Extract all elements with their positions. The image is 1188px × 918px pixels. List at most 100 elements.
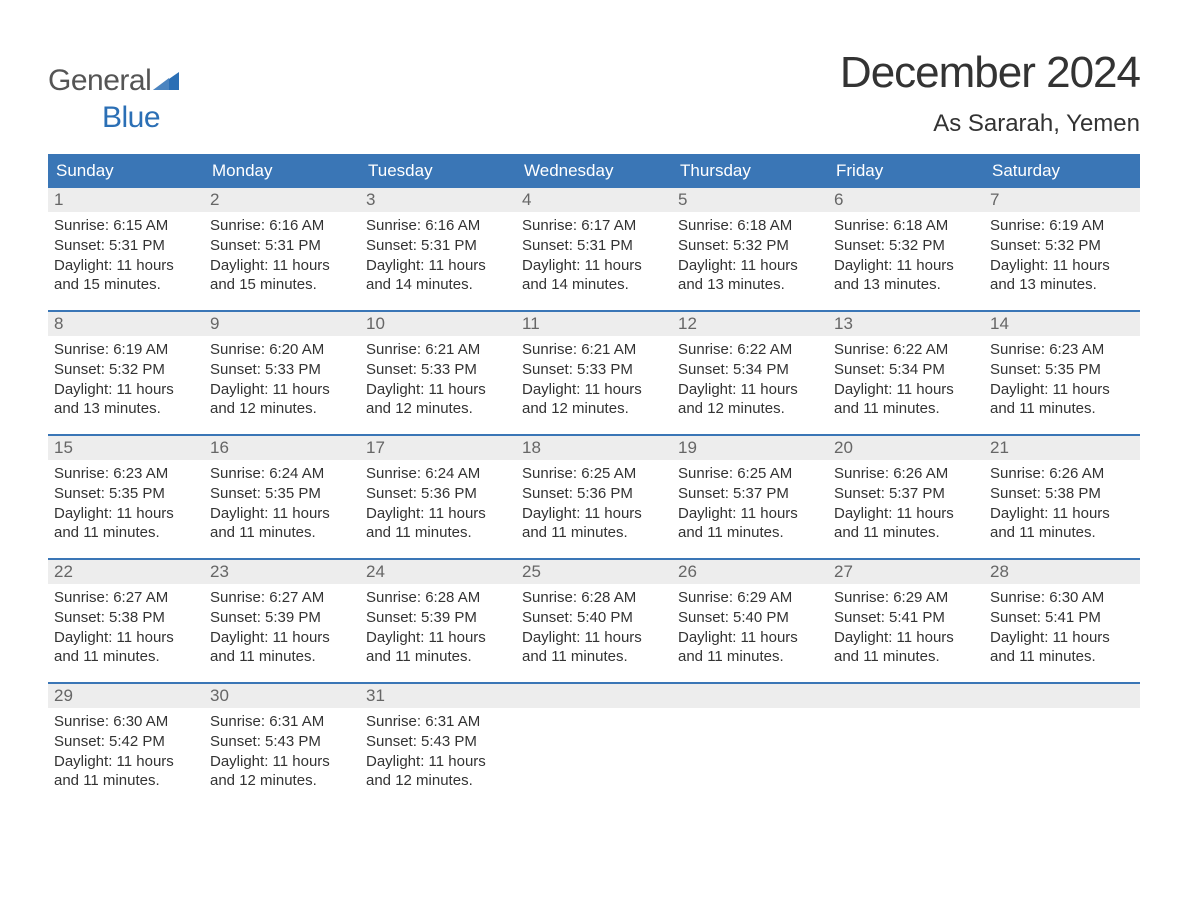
day-cell: 2Sunrise: 6:16 AMSunset: 5:31 PMDaylight… — [204, 188, 360, 310]
day-number: 26 — [672, 560, 828, 584]
day-number: 9 — [204, 312, 360, 336]
day-cell — [516, 684, 672, 806]
day-number-empty — [516, 684, 672, 708]
logo-text-blue: Blue — [48, 101, 160, 134]
title-block: December 2024 As Sararah, Yemen — [840, 48, 1140, 138]
day-body: Sunrise: 6:24 AMSunset: 5:36 PMDaylight:… — [360, 460, 516, 551]
day-body: Sunrise: 6:22 AMSunset: 5:34 PMDaylight:… — [672, 336, 828, 427]
day-number: 24 — [360, 560, 516, 584]
day-body: Sunrise: 6:19 AMSunset: 5:32 PMDaylight:… — [48, 336, 204, 427]
day-cell: 22Sunrise: 6:27 AMSunset: 5:38 PMDayligh… — [48, 560, 204, 682]
day-number: 10 — [360, 312, 516, 336]
day-number: 11 — [516, 312, 672, 336]
day-cell: 5Sunrise: 6:18 AMSunset: 5:32 PMDaylight… — [672, 188, 828, 310]
day-cell: 25Sunrise: 6:28 AMSunset: 5:40 PMDayligh… — [516, 560, 672, 682]
day-number: 15 — [48, 436, 204, 460]
header: General Blue December 2024 As Sararah, Y… — [48, 48, 1140, 138]
day-number: 5 — [672, 188, 828, 212]
day-body: Sunrise: 6:30 AMSunset: 5:41 PMDaylight:… — [984, 584, 1140, 675]
day-number: 12 — [672, 312, 828, 336]
day-of-week-header: SundayMondayTuesdayWednesdayThursdayFrid… — [48, 154, 1140, 188]
day-cell: 3Sunrise: 6:16 AMSunset: 5:31 PMDaylight… — [360, 188, 516, 310]
day-cell: 23Sunrise: 6:27 AMSunset: 5:39 PMDayligh… — [204, 560, 360, 682]
day-number: 21 — [984, 436, 1140, 460]
day-body: Sunrise: 6:18 AMSunset: 5:32 PMDaylight:… — [828, 212, 984, 303]
week-row: 22Sunrise: 6:27 AMSunset: 5:38 PMDayligh… — [48, 558, 1140, 682]
day-number: 20 — [828, 436, 984, 460]
day-body: Sunrise: 6:17 AMSunset: 5:31 PMDaylight:… — [516, 212, 672, 303]
calendar: SundayMondayTuesdayWednesdayThursdayFrid… — [48, 154, 1140, 806]
day-body: Sunrise: 6:27 AMSunset: 5:38 PMDaylight:… — [48, 584, 204, 675]
day-body: Sunrise: 6:22 AMSunset: 5:34 PMDaylight:… — [828, 336, 984, 427]
day-cell — [828, 684, 984, 806]
day-body: Sunrise: 6:28 AMSunset: 5:40 PMDaylight:… — [516, 584, 672, 675]
day-cell: 20Sunrise: 6:26 AMSunset: 5:37 PMDayligh… — [828, 436, 984, 558]
day-cell — [672, 684, 828, 806]
day-number-empty — [984, 684, 1140, 708]
day-number: 13 — [828, 312, 984, 336]
day-cell: 15Sunrise: 6:23 AMSunset: 5:35 PMDayligh… — [48, 436, 204, 558]
day-body: Sunrise: 6:30 AMSunset: 5:42 PMDaylight:… — [48, 708, 204, 799]
day-cell: 28Sunrise: 6:30 AMSunset: 5:41 PMDayligh… — [984, 560, 1140, 682]
day-cell: 12Sunrise: 6:22 AMSunset: 5:34 PMDayligh… — [672, 312, 828, 434]
day-number: 25 — [516, 560, 672, 584]
day-cell: 17Sunrise: 6:24 AMSunset: 5:36 PMDayligh… — [360, 436, 516, 558]
day-cell: 11Sunrise: 6:21 AMSunset: 5:33 PMDayligh… — [516, 312, 672, 434]
day-number: 7 — [984, 188, 1140, 212]
day-number: 23 — [204, 560, 360, 584]
day-cell: 21Sunrise: 6:26 AMSunset: 5:38 PMDayligh… — [984, 436, 1140, 558]
day-body: Sunrise: 6:29 AMSunset: 5:40 PMDaylight:… — [672, 584, 828, 675]
day-body: Sunrise: 6:24 AMSunset: 5:35 PMDaylight:… — [204, 460, 360, 551]
day-body: Sunrise: 6:28 AMSunset: 5:39 PMDaylight:… — [360, 584, 516, 675]
day-body: Sunrise: 6:16 AMSunset: 5:31 PMDaylight:… — [204, 212, 360, 303]
day-number: 8 — [48, 312, 204, 336]
day-number-empty — [828, 684, 984, 708]
day-number: 6 — [828, 188, 984, 212]
day-cell: 8Sunrise: 6:19 AMSunset: 5:32 PMDaylight… — [48, 312, 204, 434]
logo-sail-icon — [153, 72, 179, 95]
day-body: Sunrise: 6:26 AMSunset: 5:37 PMDaylight:… — [828, 460, 984, 551]
day-body: Sunrise: 6:16 AMSunset: 5:31 PMDaylight:… — [360, 212, 516, 303]
day-cell: 29Sunrise: 6:30 AMSunset: 5:42 PMDayligh… — [48, 684, 204, 806]
day-body: Sunrise: 6:31 AMSunset: 5:43 PMDaylight:… — [204, 708, 360, 799]
dow-cell: Tuesday — [360, 154, 516, 188]
location: As Sararah, Yemen — [840, 110, 1140, 138]
day-cell: 7Sunrise: 6:19 AMSunset: 5:32 PMDaylight… — [984, 188, 1140, 310]
week-row: 1Sunrise: 6:15 AMSunset: 5:31 PMDaylight… — [48, 188, 1140, 310]
day-cell: 30Sunrise: 6:31 AMSunset: 5:43 PMDayligh… — [204, 684, 360, 806]
day-number: 18 — [516, 436, 672, 460]
day-number-empty — [672, 684, 828, 708]
day-body: Sunrise: 6:19 AMSunset: 5:32 PMDaylight:… — [984, 212, 1140, 303]
day-cell: 16Sunrise: 6:24 AMSunset: 5:35 PMDayligh… — [204, 436, 360, 558]
dow-cell: Sunday — [48, 154, 204, 188]
day-number: 17 — [360, 436, 516, 460]
month-title: December 2024 — [840, 48, 1140, 98]
day-body: Sunrise: 6:26 AMSunset: 5:38 PMDaylight:… — [984, 460, 1140, 551]
day-cell: 31Sunrise: 6:31 AMSunset: 5:43 PMDayligh… — [360, 684, 516, 806]
day-cell: 9Sunrise: 6:20 AMSunset: 5:33 PMDaylight… — [204, 312, 360, 434]
day-body: Sunrise: 6:25 AMSunset: 5:37 PMDaylight:… — [672, 460, 828, 551]
day-body: Sunrise: 6:21 AMSunset: 5:33 PMDaylight:… — [516, 336, 672, 427]
day-cell: 24Sunrise: 6:28 AMSunset: 5:39 PMDayligh… — [360, 560, 516, 682]
week-row: 15Sunrise: 6:23 AMSunset: 5:35 PMDayligh… — [48, 434, 1140, 558]
day-cell: 4Sunrise: 6:17 AMSunset: 5:31 PMDaylight… — [516, 188, 672, 310]
day-number: 1 — [48, 188, 204, 212]
week-row: 29Sunrise: 6:30 AMSunset: 5:42 PMDayligh… — [48, 682, 1140, 806]
day-body: Sunrise: 6:23 AMSunset: 5:35 PMDaylight:… — [984, 336, 1140, 427]
dow-cell: Monday — [204, 154, 360, 188]
logo: General Blue — [48, 48, 179, 135]
day-body: Sunrise: 6:21 AMSunset: 5:33 PMDaylight:… — [360, 336, 516, 427]
day-number: 28 — [984, 560, 1140, 584]
day-number: 14 — [984, 312, 1140, 336]
day-cell: 26Sunrise: 6:29 AMSunset: 5:40 PMDayligh… — [672, 560, 828, 682]
day-number: 3 — [360, 188, 516, 212]
day-cell — [984, 684, 1140, 806]
dow-cell: Saturday — [984, 154, 1140, 188]
day-body: Sunrise: 6:25 AMSunset: 5:36 PMDaylight:… — [516, 460, 672, 551]
day-body: Sunrise: 6:23 AMSunset: 5:35 PMDaylight:… — [48, 460, 204, 551]
day-number: 4 — [516, 188, 672, 212]
day-cell: 13Sunrise: 6:22 AMSunset: 5:34 PMDayligh… — [828, 312, 984, 434]
day-number: 30 — [204, 684, 360, 708]
day-cell: 19Sunrise: 6:25 AMSunset: 5:37 PMDayligh… — [672, 436, 828, 558]
dow-cell: Friday — [828, 154, 984, 188]
